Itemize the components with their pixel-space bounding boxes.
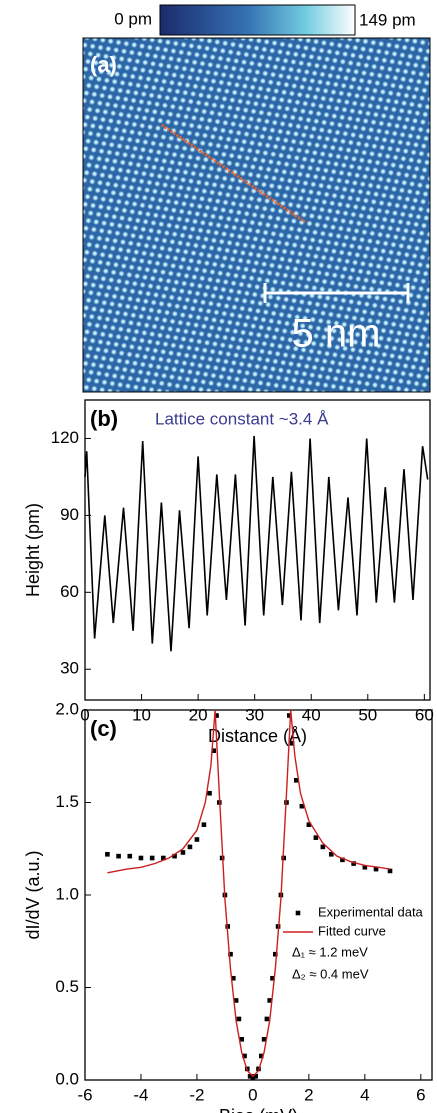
- annotation: Δ₁ ≈ 1.2 meV: [292, 944, 368, 959]
- data-point: [267, 998, 272, 1003]
- x-tick-label: 4: [360, 1085, 369, 1104]
- data-line: [84, 435, 429, 652]
- data-point: [201, 822, 207, 827]
- data-point: [264, 1016, 270, 1022]
- colorbar-min: 0 pm: [114, 9, 152, 28]
- legend-label: Experimental data: [318, 904, 424, 919]
- plot-frame: [84, 399, 431, 701]
- x-axis-label: Distance (Å): [208, 726, 307, 746]
- x-tick-label: 20: [189, 705, 208, 724]
- data-point: [387, 868, 393, 874]
- data-point: [299, 803, 305, 809]
- x-tick-label: 30: [245, 705, 264, 724]
- stm-image: [83, 38, 430, 392]
- data-point: [180, 850, 186, 855]
- y-tick-label: 120: [51, 428, 79, 447]
- colorbar: [159, 4, 356, 36]
- x-tick-label: 10: [132, 705, 151, 724]
- annotation: Lattice constant ~3.4 Å: [155, 409, 329, 428]
- data-point: [228, 951, 233, 957]
- y-tick-label: 0.5: [55, 977, 79, 996]
- x-tick-label: -6: [77, 1085, 92, 1104]
- data-point: [116, 853, 121, 859]
- data-point: [211, 748, 217, 753]
- y-tick-label: 1.5: [55, 792, 79, 811]
- data-point: [161, 855, 166, 861]
- x-tick-label: 40: [302, 705, 321, 724]
- data-point: [207, 790, 212, 796]
- image-frame: [82, 37, 431, 393]
- x-tick-label: 2: [304, 1085, 313, 1104]
- data-point: [270, 975, 275, 981]
- data-point: [105, 852, 110, 857]
- plot-frame: [84, 709, 433, 1081]
- data-line: [107, 709, 391, 1078]
- x-tick-label: -2: [189, 1085, 204, 1104]
- data-point: [373, 866, 379, 872]
- data-point: [286, 713, 292, 718]
- panel-label: (a): [90, 52, 117, 77]
- x-tick-label: 50: [358, 705, 377, 724]
- x-tick-label: -4: [133, 1085, 148, 1104]
- annotation: Δ₂ ≈ 0.4 meV: [292, 966, 369, 981]
- data-point: [362, 864, 368, 870]
- data-point: [258, 1053, 264, 1059]
- data-point: [320, 844, 326, 850]
- legend-label: Fitted curve: [318, 923, 386, 938]
- y-tick-label: 2.0: [55, 699, 79, 718]
- data-point: [138, 855, 144, 861]
- data-point: [250, 1075, 256, 1081]
- data-point: [231, 975, 236, 981]
- data-point: [239, 1037, 245, 1042]
- data-point: [313, 835, 319, 840]
- data-point: [242, 1053, 247, 1059]
- data-point: [194, 837, 200, 842]
- data-point: [272, 951, 278, 957]
- data-point: [289, 741, 295, 746]
- x-tick-label: 6: [416, 1085, 425, 1104]
- y-tick-label: 90: [60, 505, 79, 524]
- data-point: [214, 713, 219, 718]
- y-tick-label: 30: [60, 659, 79, 678]
- panel-label: (c): [90, 716, 117, 741]
- data-point: [236, 1016, 242, 1022]
- y-axis-label: dI/dV (a.u.): [23, 850, 43, 939]
- data-point: [351, 861, 356, 866]
- scale-bar-label: 5 nm: [292, 312, 381, 356]
- y-tick-label: 0.0: [55, 1069, 79, 1088]
- data-point: [149, 855, 155, 861]
- legend-marker: [295, 910, 301, 916]
- data-point: [293, 778, 299, 783]
- data-point: [247, 1074, 253, 1079]
- y-tick-label: 1.0: [55, 884, 79, 903]
- y-axis-label: Height (pm): [23, 503, 43, 597]
- x-axis-label: Bias (mV): [219, 1106, 298, 1113]
- x-tick-label: 60: [415, 705, 434, 724]
- data-point: [306, 822, 312, 827]
- panel-label: (b): [90, 406, 118, 431]
- data-point: [187, 844, 193, 850]
- y-tick-label: 60: [60, 582, 79, 601]
- data-point: [127, 853, 133, 859]
- profile-line: [161, 123, 306, 224]
- data-point: [328, 852, 334, 857]
- data-point: [172, 853, 177, 859]
- x-tick-label: 0: [248, 1085, 257, 1104]
- data-point: [253, 1074, 259, 1079]
- data-point: [340, 857, 345, 863]
- colorbar-max: 149 pm: [359, 10, 416, 29]
- data-point: [261, 1037, 267, 1042]
- data-point: [233, 998, 239, 1003]
